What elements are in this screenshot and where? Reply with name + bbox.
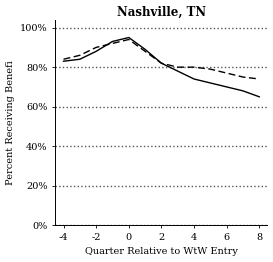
Y-axis label: Percent Receiving Benefi: Percent Receiving Benefi	[5, 60, 14, 185]
X-axis label: Quarter Relative to WtW Entry: Quarter Relative to WtW Entry	[85, 247, 238, 256]
Title: Nashville, TN: Nashville, TN	[117, 6, 206, 19]
